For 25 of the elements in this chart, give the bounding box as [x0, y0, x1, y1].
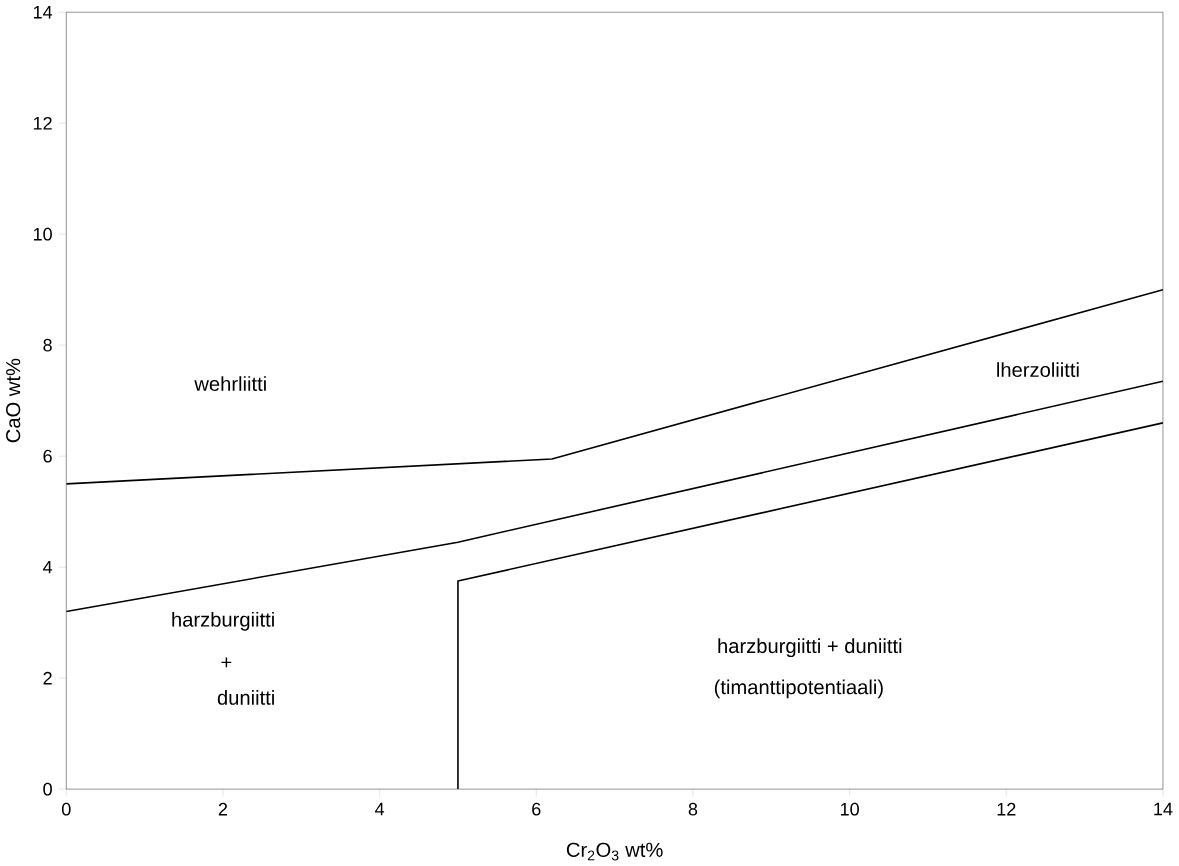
x-tick-label: 12 — [997, 802, 1016, 816]
y-tick-label: 14 — [33, 5, 53, 19]
x-tick-label: 6 — [532, 802, 541, 816]
x-tick-label: 2 — [218, 802, 228, 816]
y-tick-label: 12 — [33, 116, 52, 130]
x-tick-label: 10 — [840, 802, 859, 816]
y-axis-title: CaO wt% — [6, 358, 21, 443]
x-axis-title: Cr$_{2}$O$_{3}$ wt% — [566, 842, 663, 861]
annotation: harzburgiitti — [172, 611, 274, 631]
annotation: harzburgiitti + duniitti — [718, 638, 902, 657]
x-tick-label: 8 — [688, 802, 698, 816]
annotation: duniitti — [217, 689, 274, 705]
annotation: wehrliitti — [194, 375, 266, 391]
annotation: (timanttipotentiaali) — [714, 679, 883, 699]
x-tick-label: 0 — [61, 802, 71, 816]
x-tick-label: 14 — [1154, 802, 1173, 815]
annotation: + — [221, 657, 232, 668]
y-tick-label: 10 — [33, 227, 52, 241]
y-tick-label: 4 — [43, 560, 53, 574]
y-tick-label: 8 — [43, 338, 52, 352]
y-tick-label: 6 — [43, 449, 52, 463]
x-tick-label: 4 — [375, 802, 385, 815]
y-tick-label: 2 — [43, 671, 52, 685]
annotation: lherzoliitti — [997, 361, 1079, 377]
y-tick-label: 0 — [43, 782, 52, 796]
